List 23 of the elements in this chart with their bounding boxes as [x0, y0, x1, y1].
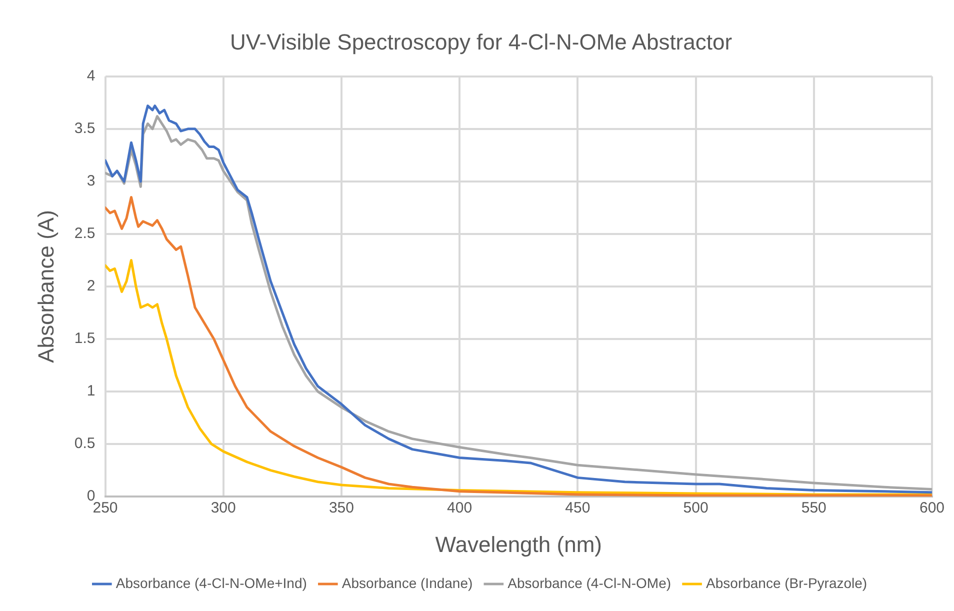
legend-label: Absorbance (4-Cl-N-OMe+Ind) [116, 574, 307, 591]
x-tick-label: 300 [210, 500, 236, 517]
legend-label: Absorbance (Br-Pyrazole) [706, 574, 868, 591]
y-tick-label: 3.5 [74, 120, 96, 138]
y-tick-label: 4 [86, 68, 96, 85]
y-tick-label: 3 [86, 172, 96, 190]
x-tick-label: 350 [328, 500, 354, 517]
x-tick-label: 400 [447, 500, 472, 517]
y-tick-label: 2.5 [74, 225, 96, 242]
legend-label: Absorbance (Indane) [342, 574, 473, 591]
x-tick-label: 450 [565, 500, 590, 517]
x-axis-title: Wavelength (nm) [435, 532, 602, 557]
y-tick-label: 1 [86, 382, 96, 400]
y-axis-title: Absorbance (A) [33, 210, 58, 363]
y-tick-label: 1.5 [74, 330, 96, 348]
y-tick-label: 2 [86, 278, 96, 295]
legend-label: Absorbance (4-Cl-N-OMe) [508, 574, 672, 591]
y-tick-label: 0.5 [74, 435, 96, 452]
x-tick-label: 500 [683, 500, 708, 517]
x-tick-label: 250 [92, 500, 118, 517]
chart-title: UV-Visible Spectroscopy for 4-Cl-N-OMe Abstractor [230, 29, 732, 54]
x-tick-label: 550 [801, 500, 826, 517]
x-tick-label: 600 [919, 500, 945, 517]
